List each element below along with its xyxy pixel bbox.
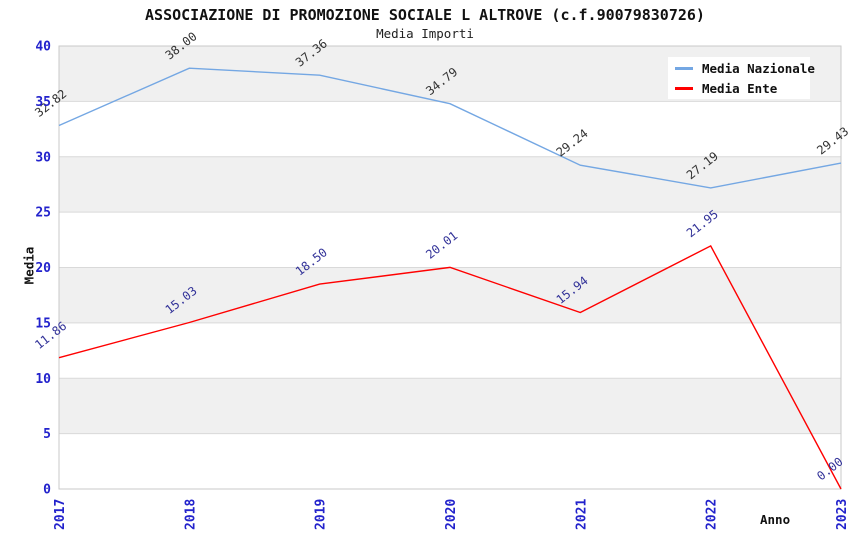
grid-band [59,433,841,489]
y-tick-label: 15 [35,316,51,331]
x-axis-title: Anno [760,512,791,527]
series-line-media-nazionale [58,67,842,189]
grid-band [59,267,841,323]
plot-border [58,45,842,490]
x-tick-label: 2017 [53,499,68,530]
legend-line-swatch-blue-icon [675,66,693,70]
legend-item-media-nazionale: Media Nazionale [675,61,815,76]
legend-item-media-ente: Media Ente [675,81,810,96]
grid-band [59,156,841,213]
x-tick-label: 2018 [183,499,198,530]
y-tick-label: 10 [35,372,51,387]
grid-band [59,101,841,157]
y-axis-title: Media [21,246,37,285]
y-tick-label: 0 [43,483,51,498]
legend: Media Nazionale Media Ente [668,57,815,99]
series-line-media-ente [58,244,842,490]
legend-line-swatch-red-icon [675,86,693,90]
grid-band [59,378,841,434]
x-tick-label: 2021 [574,499,589,530]
x-tick-label: 2022 [705,499,720,530]
y-tick-label: 25 [35,206,51,221]
y-tick-label: 40 [35,40,51,55]
x-tick-label: 2023 [835,499,850,530]
y-tick-label: 5 [43,427,51,442]
y-tick-label: 20 [35,261,51,276]
legend-label: Media Nazionale [702,60,815,76]
legend-label: Media Ente [702,80,778,96]
chart-subtitle: Media Importi [376,26,474,41]
x-tick-label: 2020 [444,499,459,530]
y-tick-label: 35 [35,95,51,110]
grid-band [59,322,841,379]
chart-title: ASSOCIAZIONE DI PROMOZIONE SOCIALE L ALT… [145,6,705,24]
x-tick-label: 2019 [314,499,329,530]
y-tick-label: 30 [35,150,51,165]
grid-band [59,212,841,268]
